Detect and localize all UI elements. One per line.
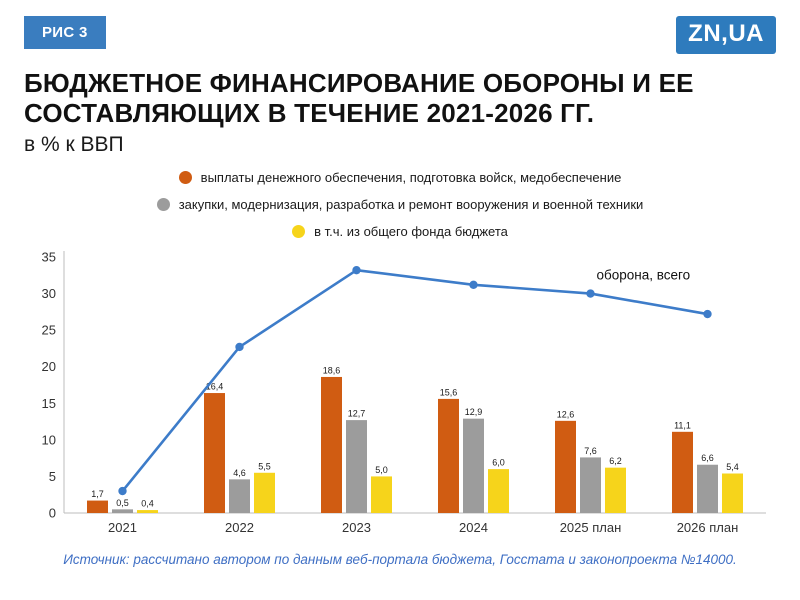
source-note: Источник: рассчитано автором по данным в…: [63, 552, 737, 568]
svg-text:2023: 2023: [342, 520, 371, 535]
legend-dot-yellow-icon: [292, 225, 306, 239]
svg-text:35: 35: [42, 250, 56, 265]
svg-text:6,2: 6,2: [609, 456, 622, 466]
legend-label-general-fund: в т.ч. из общего фонда бюджета: [314, 224, 508, 240]
legend-dot-orange-icon: [178, 171, 192, 185]
svg-text:7,6: 7,6: [584, 446, 597, 456]
svg-text:2022: 2022: [225, 520, 254, 535]
svg-text:2021: 2021: [108, 520, 137, 535]
svg-text:0,5: 0,5: [116, 498, 129, 508]
header: РИС 3 ZN,UA: [24, 16, 776, 54]
svg-text:11,1: 11,1: [674, 421, 691, 431]
svg-text:5,4: 5,4: [726, 462, 739, 472]
svg-text:2025 план: 2025 план: [560, 520, 622, 535]
svg-text:4,6: 4,6: [233, 468, 246, 478]
svg-text:12,9: 12,9: [465, 407, 483, 417]
svg-text:2024: 2024: [459, 520, 488, 535]
svg-text:0: 0: [49, 506, 56, 521]
legend-item-payments: выплаты денежного обеспечения, подготовк…: [178, 170, 622, 186]
svg-text:1,7: 1,7: [91, 489, 104, 499]
chart-title: Бюджетное финансирование обороны и ее со…: [24, 68, 694, 129]
chart-area: 0 5 10 15 20 25 30 35 2021 2022 2023 2024 2025 план 2…: [24, 243, 776, 550]
figure-badge: РИС 3: [24, 16, 106, 49]
svg-text:6,6: 6,6: [701, 454, 714, 464]
defense-chart-svg: 0 5 10 15 20 25 30 35 2021 2022 2023 2024 2025 план 2…: [42, 250, 766, 535]
legend: выплаты денежного обеспечения, подготовк…: [24, 170, 776, 239]
svg-text:30: 30: [42, 286, 56, 301]
legend-item-general-fund: в т.ч. из общего фонда бюджета: [292, 224, 508, 239]
legend-dot-gray-icon: [156, 198, 170, 212]
svg-text:0,4: 0,4: [141, 499, 154, 509]
svg-text:5,5: 5,5: [258, 462, 271, 472]
chart-subtitle: в % к ВВП: [24, 133, 124, 157]
svg-text:12,7: 12,7: [348, 409, 366, 419]
legend-label-payments: выплаты денежного обеспечения, подготовк…: [200, 170, 622, 186]
svg-text:25: 25: [42, 323, 56, 338]
svg-text:5: 5: [49, 469, 56, 484]
znua-logo: ZN,UA: [676, 16, 776, 54]
svg-text:15,6: 15,6: [440, 388, 458, 398]
svg-text:18,6: 18,6: [323, 366, 341, 376]
svg-text:10: 10: [42, 433, 56, 448]
svg-text:12,6: 12,6: [557, 410, 575, 420]
svg-text:6,0: 6,0: [492, 458, 505, 468]
svg-text:16,4: 16,4: [206, 382, 224, 392]
svg-text:20: 20: [42, 360, 56, 375]
svg-text:15: 15: [42, 396, 56, 411]
svg-text:оборона, всего: оборона, всего: [597, 268, 691, 283]
legend-item-procurement: закупки, модернизация, разработка и ремо…: [156, 197, 644, 213]
svg-text:5,0: 5,0: [375, 465, 388, 475]
svg-text:2026 план: 2026 план: [677, 520, 739, 535]
legend-label-procurement: закупки, модернизация, разработка и ремо…: [178, 197, 644, 213]
